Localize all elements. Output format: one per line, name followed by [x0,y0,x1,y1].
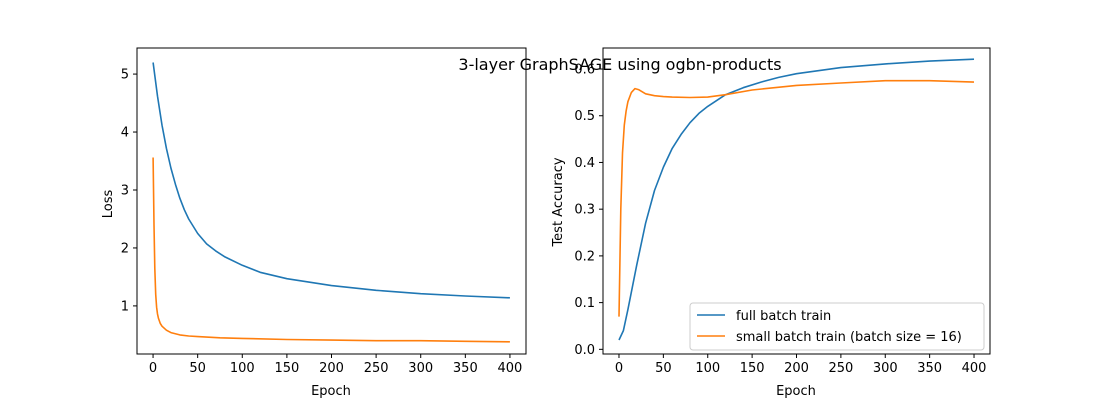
loss-y-ticks: 1 2 3 4 5 [121,68,137,314]
legend-label-full-batch: full batch train [736,309,831,324]
loss-x-tick-label: 400 [498,361,523,376]
loss-y-tick-label: 1 [121,299,129,314]
loss-x-tick-label: 350 [453,361,478,376]
accuracy-x-tick-label: 400 [962,361,987,376]
accuracy-x-tick-label: 50 [655,361,672,376]
accuracy-x-ticks: 0 50 100 150 200 250 300 350 400 [615,354,987,376]
accuracy-y-tick-label: 0.0 [574,343,595,358]
accuracy-y-tick-label: 0.6 [574,63,595,78]
loss-x-tick-label: 100 [230,361,255,376]
loss-x-tick-label: 300 [408,361,433,376]
accuracy-y-tick-label: 0.3 [574,203,595,218]
accuracy-series [618,58,975,341]
accuracy-x-tick-label: 150 [740,361,765,376]
loss-plot: 0 50 100 150 200 250 300 350 400 1 2 3 4 5 Epoch Los… [101,47,527,399]
accuracy-y-tick-label: 0.2 [574,249,595,264]
accuracy-x-tick-label: 100 [695,361,720,376]
loss-x-ticks: 0 50 100 150 200 250 300 350 400 [149,354,522,376]
loss-x-axis-label: Epoch [311,384,351,399]
legend: full batch train small batch train (batc… [689,302,985,351]
accuracy-x-axis-label: Epoch [776,384,816,399]
accuracy-line-full-batch [618,58,975,341]
accuracy-x-tick-label: 200 [784,361,809,376]
legend-box [689,302,985,351]
accuracy-y-tick-label: 0.4 [574,156,595,171]
accuracy-x-tick-label: 350 [917,361,942,376]
loss-x-tick-label: 250 [364,361,389,376]
loss-y-axis-label: Loss [101,190,116,219]
loss-plot-frame [136,47,527,355]
accuracy-y-ticks: 0.0 0.1 0.2 0.3 0.4 0.5 0.6 [574,63,603,358]
accuracy-x-tick-label: 300 [873,361,898,376]
loss-x-tick-label: 150 [274,361,299,376]
loss-x-tick-label: 0 [149,361,157,376]
accuracy-plot: 0 50 100 150 200 250 300 350 400 0.0 0.1 0.2 0.3 0.4… [551,47,991,399]
loss-line-full-batch [152,62,510,299]
accuracy-line-small-batch [618,79,975,317]
loss-series [152,62,510,343]
loss-y-tick-label: 5 [121,68,129,83]
loss-line-small-batch [152,157,510,343]
accuracy-x-tick-label: 0 [615,361,623,376]
legend-label-small-batch: small batch train (batch size = 16) [736,330,962,345]
loss-y-tick-label: 3 [121,183,129,198]
loss-x-tick-label: 50 [189,361,206,376]
loss-y-tick-label: 4 [121,126,129,141]
accuracy-y-tick-label: 0.1 [574,296,595,311]
accuracy-x-tick-label: 250 [828,361,853,376]
accuracy-y-tick-label: 0.5 [574,109,595,124]
loss-x-tick-label: 200 [319,361,344,376]
figure-title: 3-layer GraphSAGE using ogbn-products [458,55,781,74]
loss-y-tick-label: 2 [121,241,129,256]
accuracy-y-axis-label: Test Accuracy [551,157,566,247]
